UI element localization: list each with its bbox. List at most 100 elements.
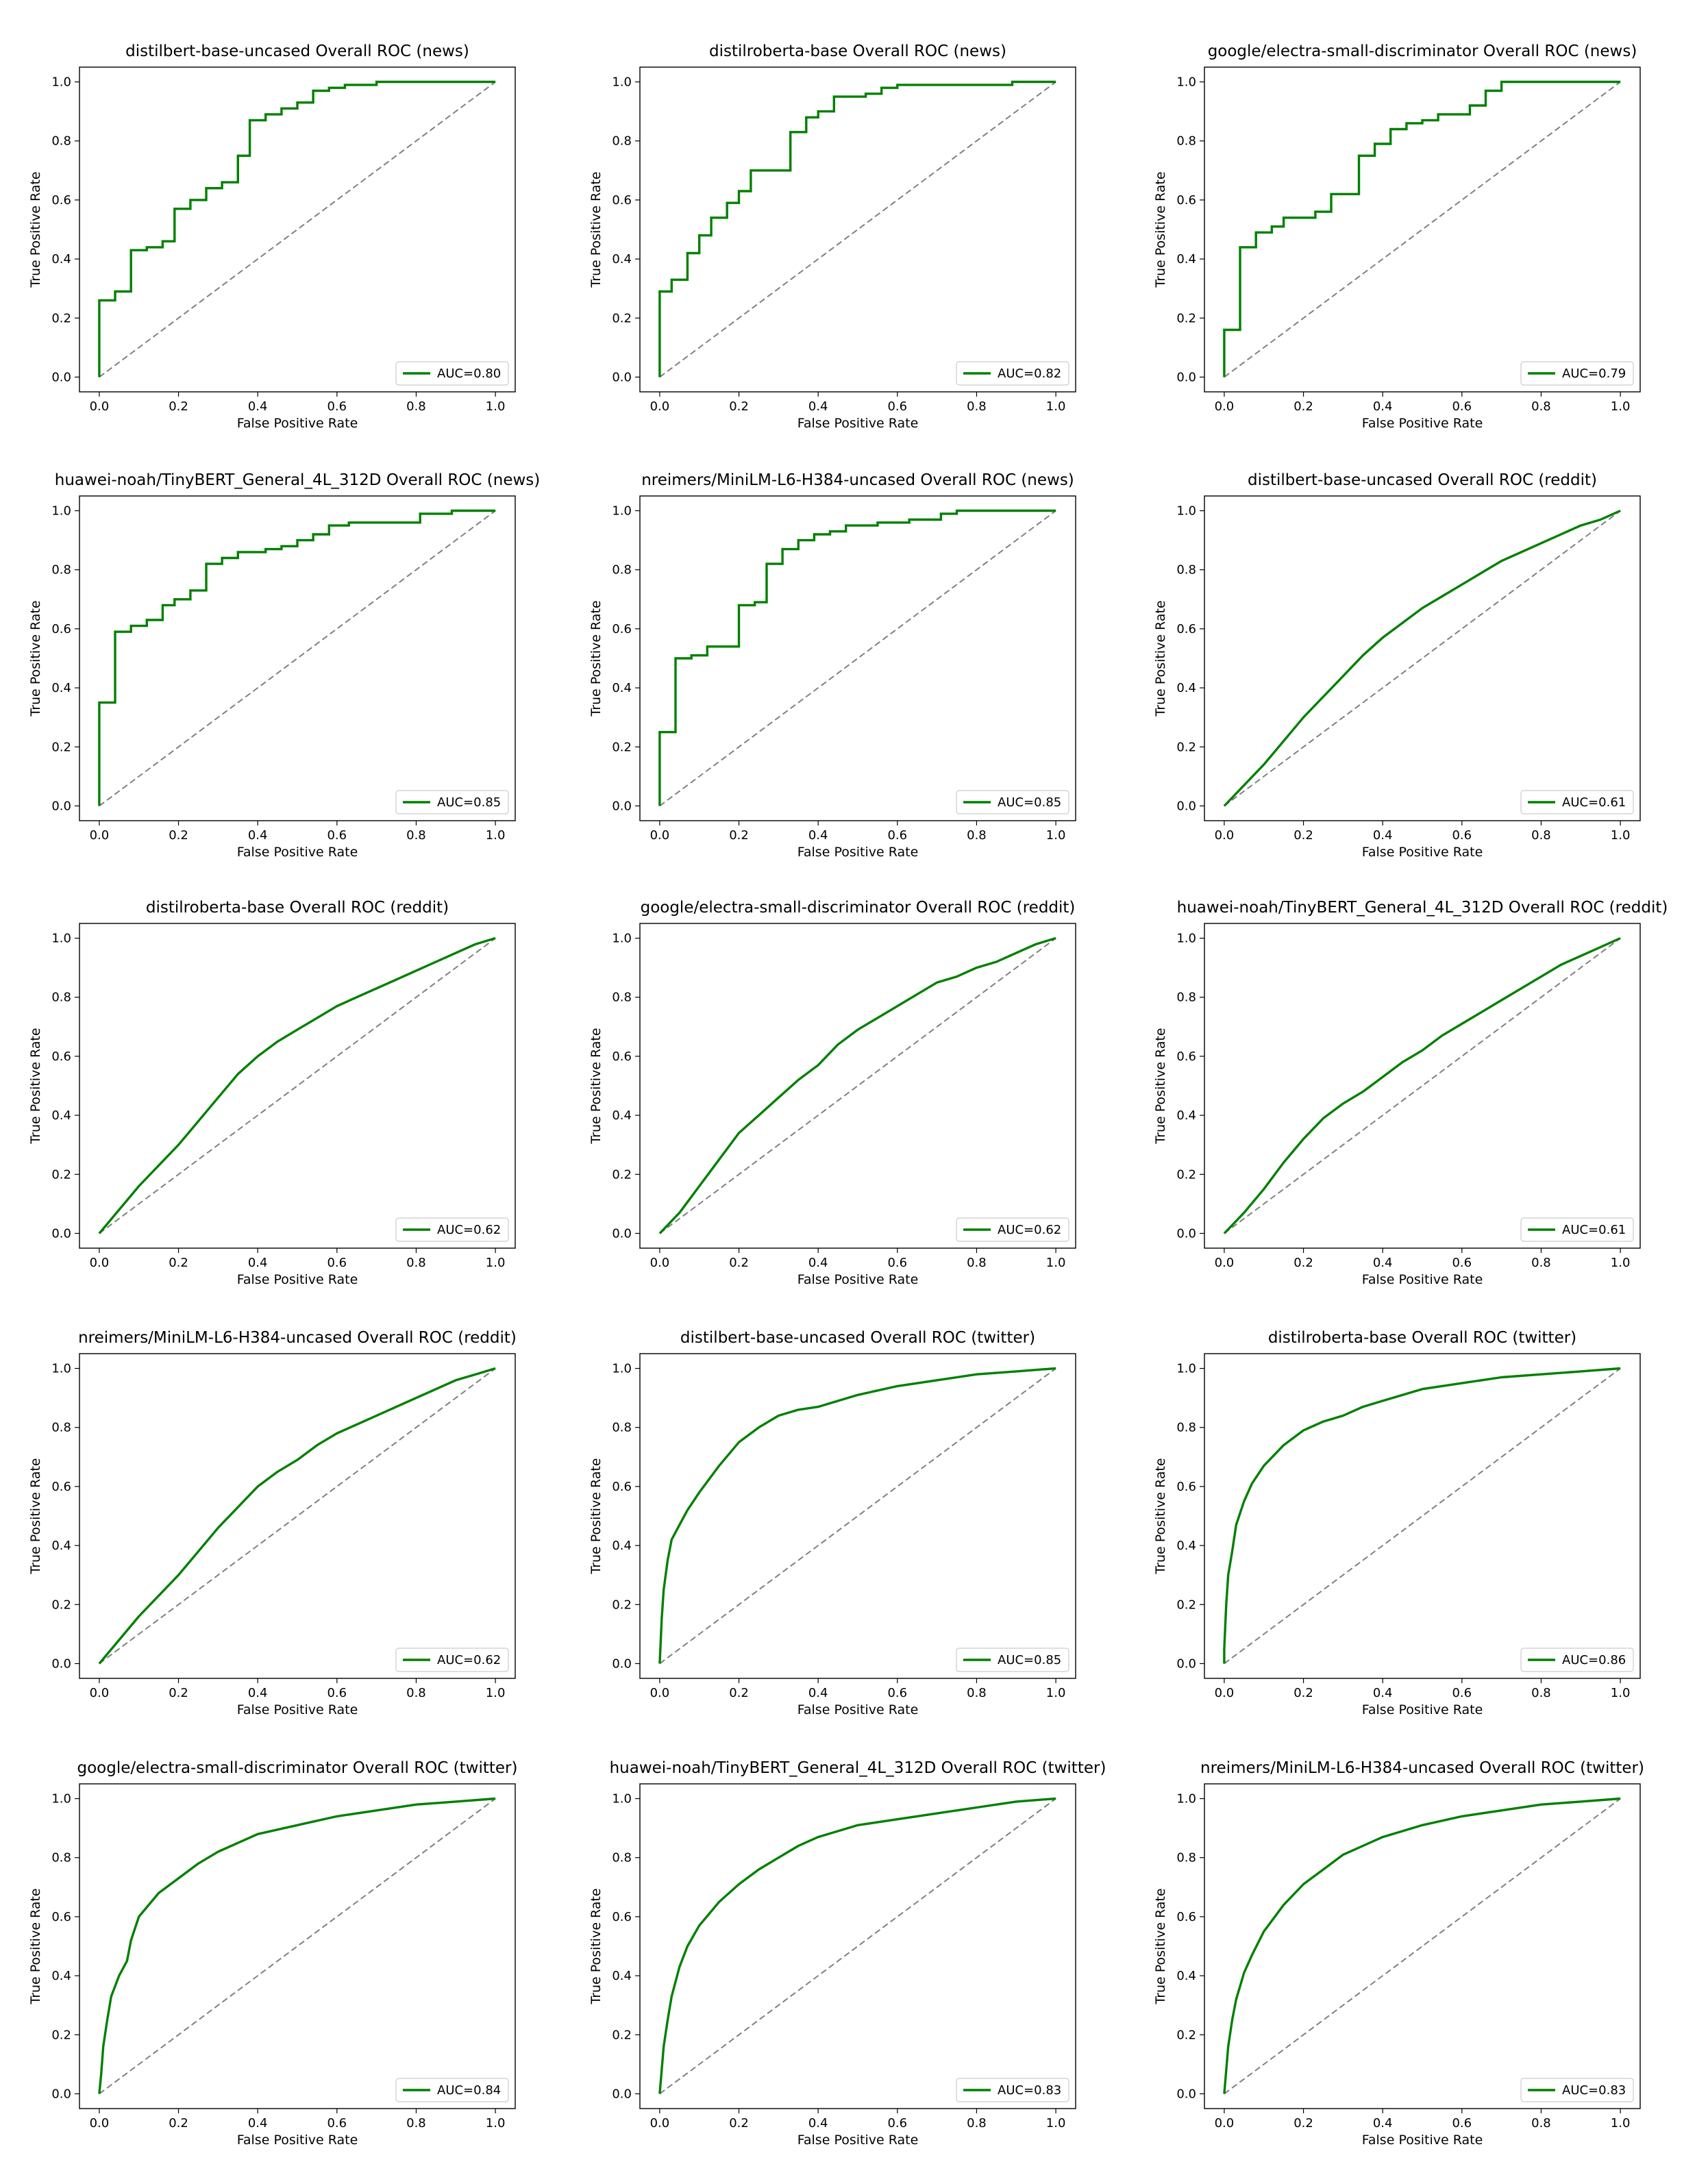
x-tick-label: 1.0 [1611, 1256, 1631, 1270]
x-tick-label: 0.0 [90, 2116, 110, 2130]
x-tick-label: 1.0 [486, 828, 506, 843]
legend-box [395, 1217, 509, 1242]
y-tick-label: 0.2 [51, 740, 71, 754]
legend-auc-label: AUC=0.83 [998, 2083, 1061, 2098]
x-tick-label: 0.4 [1373, 399, 1393, 414]
y-tick-label: 0.8 [612, 1421, 632, 1435]
legend-box [956, 790, 1069, 815]
x-tick-label: 1.0 [1611, 399, 1631, 414]
y-tick-label: 1.0 [612, 932, 632, 946]
y-tick-label: 0.8 [51, 134, 71, 149]
x-tick-label: 1.0 [1046, 1686, 1066, 1700]
roc-chart-svg: distilroberta-base Overall ROC (twitter)… [1153, 1329, 1641, 1717]
y-tick-label: 0.4 [51, 252, 71, 266]
chance-diagonal-line [659, 510, 1056, 807]
roc-chart-panel: huawei-noah/TinyBERT_General_4L_312D Ove… [574, 1737, 1136, 2162]
x-tick-label: 0.4 [808, 1686, 828, 1700]
y-tick-label: 0.4 [51, 1969, 71, 1983]
x-tick-label: 0.2 [169, 1686, 188, 1700]
x-tick-label: 0.2 [729, 2116, 749, 2130]
x-tick-label: 0.0 [1215, 399, 1235, 414]
chart-title: distilbert-base-uncased Overall ROC (new… [125, 42, 469, 60]
y-tick-label: 1.0 [612, 1362, 632, 1376]
y-tick-label: 0.0 [612, 1656, 632, 1671]
roc-chart-panel: distilroberta-base Overall ROC (news) 0.0… [574, 21, 1136, 445]
y-tick-label: 0.8 [1176, 563, 1196, 577]
x-tick-label: 0.2 [169, 1256, 188, 1270]
legend-auc-label: AUC=0.86 [1562, 1653, 1626, 1667]
y-tick-label: 0.6 [51, 1910, 71, 1924]
y-axis-label: True Positive Rate [28, 1888, 43, 2004]
roc-chart-svg: nreimers/MiniLM-L6-H384-uncased Overall … [28, 1329, 517, 1717]
x-tick-label: 0.8 [967, 2116, 987, 2130]
x-tick-label: 0.8 [1531, 1256, 1551, 1270]
x-axis-label: False Positive Rate [237, 416, 358, 431]
x-axis-label: False Positive Rate [1362, 1272, 1483, 1287]
y-axis-label: True Positive Rate [589, 600, 604, 717]
roc-curve [98, 1797, 496, 2094]
chance-diagonal-line [1224, 1367, 1621, 1665]
roc-curve [658, 1797, 1056, 2094]
y-tick-label: 0.4 [612, 681, 632, 695]
y-axis-label: True Positive Rate [589, 1888, 604, 2004]
chart-title: google/electra-small-discriminator Overa… [1208, 42, 1637, 60]
y-tick-label: 0.4 [1176, 681, 1196, 695]
y-tick-label: 0.2 [612, 2028, 632, 2042]
y-tick-label: 1.0 [1176, 504, 1196, 519]
legend-auc-label: AUC=0.61 [1562, 1223, 1626, 1237]
x-tick-label: 0.6 [1452, 828, 1472, 843]
y-tick-label: 0.4 [612, 1108, 632, 1123]
chart-title: distilbert-base-uncased Overall ROC (twi… [680, 1329, 1035, 1347]
chart-title: nreimers/MiniLM-L6-H384-uncased Overall … [641, 471, 1074, 489]
y-tick-label: 0.8 [51, 1851, 71, 1865]
x-tick-label: 1.0 [1611, 828, 1631, 843]
roc-chart-svg: google/electra-small-discriminator Overa… [1153, 42, 1641, 431]
y-axis-label: True Positive Rate [589, 1458, 604, 1574]
legend-box [1520, 2078, 1634, 2102]
legend-auc-label: AUC=0.84 [437, 2083, 501, 2098]
x-tick-label: 0.6 [327, 1686, 347, 1700]
roc-chart-svg: distilroberta-base Overall ROC (reddit) 0… [28, 899, 516, 1287]
y-tick-label: 0.2 [1176, 740, 1196, 754]
legend-auc-label: AUC=0.85 [998, 795, 1061, 810]
roc-curve [98, 509, 496, 806]
roc-chart-panel: google/electra-small-discriminator Overa… [1139, 21, 1700, 445]
y-tick-label: 0.2 [1176, 2028, 1196, 2042]
axes-frame [79, 923, 516, 1249]
x-tick-label: 0.2 [169, 399, 188, 414]
x-tick-label: 0.0 [90, 1686, 110, 1700]
y-tick-label: 0.2 [1176, 311, 1196, 325]
x-tick-label: 0.8 [406, 1686, 426, 1700]
legend-box [395, 1648, 509, 1672]
legend-auc-label: AUC=0.82 [998, 366, 1061, 381]
chart-title: distilroberta-base Overall ROC (news) [709, 42, 1006, 60]
x-tick-label: 0.4 [808, 828, 828, 843]
axes-frame [79, 1783, 516, 2109]
y-tick-label: 0.4 [612, 252, 632, 266]
x-tick-label: 0.4 [1373, 828, 1393, 843]
x-tick-label: 0.6 [327, 399, 347, 414]
x-axis-label: False Positive Rate [237, 2133, 358, 2148]
y-axis-label: True Positive Rate [1153, 600, 1168, 717]
axes-frame [79, 66, 516, 393]
y-tick-label: 0.4 [1176, 1539, 1196, 1553]
axes-frame [1204, 1783, 1641, 2109]
y-axis-label: True Positive Rate [28, 600, 43, 717]
chart-title: huawei-noah/TinyBERT_General_4L_312D Ove… [610, 1759, 1106, 1777]
y-tick-label: 0.4 [612, 1969, 632, 1983]
x-tick-label: 0.2 [169, 2116, 188, 2130]
x-tick-label: 0.4 [1373, 2116, 1393, 2130]
roc-chart-panel: nreimers/MiniLM-L6-H384-uncased Overall … [14, 1307, 575, 1732]
y-tick-label: 0.6 [612, 622, 632, 636]
x-tick-label: 0.2 [1294, 1686, 1313, 1700]
x-tick-label: 0.8 [406, 2116, 426, 2130]
y-tick-label: 0.0 [51, 2087, 71, 2101]
y-tick-label: 0.8 [1176, 991, 1196, 1005]
y-tick-label: 0.4 [51, 1108, 71, 1123]
x-axis-label: False Positive Rate [237, 1272, 358, 1287]
x-axis-label: False Positive Rate [1362, 416, 1483, 431]
y-tick-label: 0.8 [1176, 1851, 1196, 1865]
x-tick-label: 0.8 [1531, 1686, 1551, 1700]
axes-frame [639, 923, 1076, 1249]
y-tick-label: 0.4 [1176, 252, 1196, 266]
